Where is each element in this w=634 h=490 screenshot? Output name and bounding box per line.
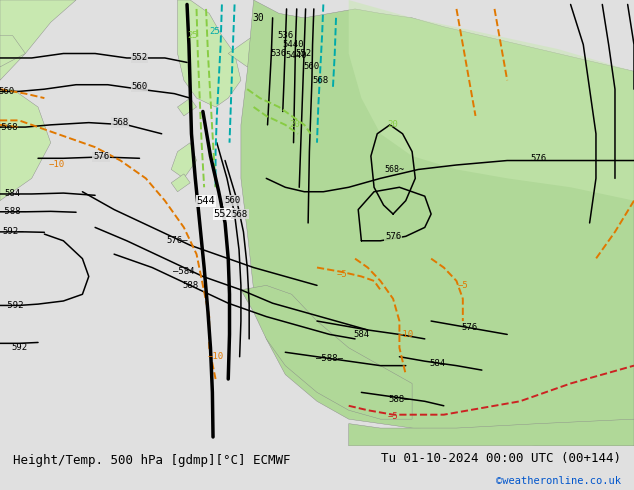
Text: 20: 20 <box>290 121 300 129</box>
Text: 576: 576 <box>93 152 110 162</box>
Polygon shape <box>0 36 25 67</box>
Polygon shape <box>349 0 634 201</box>
Text: 552: 552 <box>214 209 233 219</box>
Polygon shape <box>241 285 412 419</box>
Text: 584: 584 <box>4 190 21 198</box>
Text: 560: 560 <box>224 196 240 205</box>
Text: 25: 25 <box>188 31 198 40</box>
Text: 30: 30 <box>253 13 264 23</box>
Text: –588–: –588– <box>316 354 343 364</box>
Text: 20: 20 <box>388 121 398 129</box>
Text: 560: 560 <box>131 82 148 92</box>
Text: 576–: 576– <box>167 236 188 245</box>
Text: 592–: 592– <box>2 227 23 236</box>
Polygon shape <box>241 0 634 446</box>
Polygon shape <box>228 31 292 67</box>
Text: 588: 588 <box>182 281 198 290</box>
Text: 584: 584 <box>353 330 370 339</box>
Text: 552: 552 <box>295 49 311 58</box>
Text: 592: 592 <box>11 343 27 352</box>
Text: 25: 25 <box>209 27 219 36</box>
Text: −10: −10 <box>398 330 414 339</box>
Text: ©weatheronline.co.uk: ©weatheronline.co.uk <box>496 476 621 486</box>
Text: 536: 536 <box>277 31 294 40</box>
Text: 576: 576 <box>385 232 401 241</box>
Text: 588–: 588– <box>389 394 410 404</box>
Text: 568: 568 <box>231 210 248 219</box>
Text: –568: –568 <box>0 122 17 132</box>
Text: −5: −5 <box>388 413 398 421</box>
Text: −10: −10 <box>207 352 224 361</box>
Text: –588–: –588– <box>0 207 26 216</box>
Text: 576: 576 <box>531 154 547 163</box>
Text: 568: 568 <box>312 76 328 85</box>
Text: 544: 544 <box>197 196 216 206</box>
Text: Tu 01-10-2024 00:00 UTC (00+144): Tu 01-10-2024 00:00 UTC (00+144) <box>381 452 621 465</box>
Text: −5: −5 <box>458 281 468 290</box>
Text: −10: −10 <box>49 161 65 170</box>
Text: 568~: 568~ <box>384 165 404 174</box>
Text: 576: 576 <box>461 323 477 332</box>
Text: 568: 568 <box>112 118 129 127</box>
Text: 5440: 5440 <box>285 51 307 60</box>
Polygon shape <box>349 419 634 446</box>
Polygon shape <box>178 98 197 116</box>
Text: 5440: 5440 <box>282 40 304 49</box>
Text: 552: 552 <box>131 53 148 62</box>
Polygon shape <box>171 143 197 178</box>
Text: –592: –592 <box>2 301 23 310</box>
Text: −5: −5 <box>337 270 347 279</box>
Text: 536: 536 <box>271 49 287 58</box>
Polygon shape <box>171 174 190 192</box>
Polygon shape <box>0 0 76 80</box>
Text: 584: 584 <box>429 359 446 368</box>
Text: 560: 560 <box>304 62 320 72</box>
Polygon shape <box>0 89 51 201</box>
Text: 560: 560 <box>0 87 15 96</box>
Polygon shape <box>178 0 241 107</box>
Text: Height/Temp. 500 hPa [gdmp][°C] ECMWF: Height/Temp. 500 hPa [gdmp][°C] ECMWF <box>13 454 290 467</box>
Text: –584: –584 <box>173 268 195 276</box>
